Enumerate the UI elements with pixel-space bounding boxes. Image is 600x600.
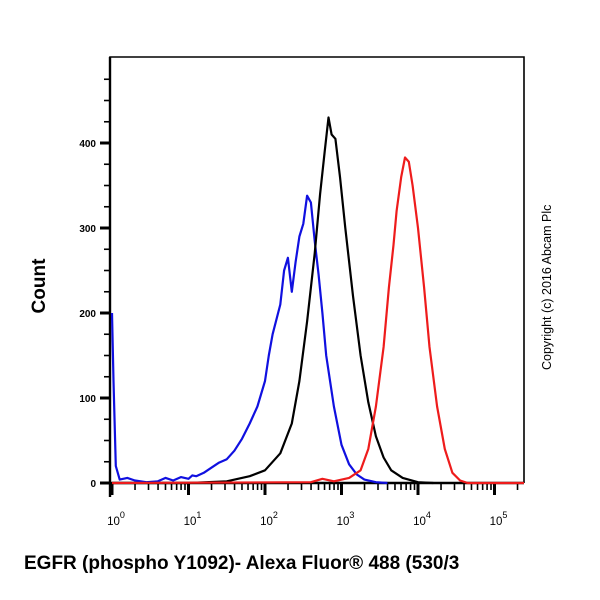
y-tick-label: 100	[79, 394, 96, 405]
curve-blue	[110, 194, 388, 485]
curve-red	[111, 156, 524, 485]
plot-frame	[108, 56, 525, 497]
x-axis-label: EGFR (phospho Y1092)- Alexa Fluor® 488 (…	[24, 553, 460, 574]
x-tick-label: 103	[337, 510, 355, 528]
x-tick-label: 104	[413, 510, 431, 528]
y-tick-label: 400	[79, 139, 96, 150]
x-tick-label: 100	[107, 510, 125, 528]
y-tick-label: 0	[90, 479, 96, 490]
x-tick-label: 101	[184, 510, 202, 528]
y-tick-label: 300	[79, 224, 96, 235]
copyright-annotation: Copyright (c) 2016 Abcam Plc	[540, 204, 554, 370]
plot-border	[109, 56, 525, 485]
y-axis-label: Count	[29, 258, 50, 314]
y-axis-ticks: 0 100 200 300 400	[79, 78, 110, 490]
x-tick-label: 102	[260, 510, 278, 528]
x-tick-label: 105	[490, 510, 508, 528]
curve-black	[112, 116, 434, 485]
y-tick-label: 200	[79, 309, 96, 320]
histogram-curves	[110, 116, 524, 485]
x-axis-ticks: 100 101 102 103 104 105	[107, 483, 519, 528]
